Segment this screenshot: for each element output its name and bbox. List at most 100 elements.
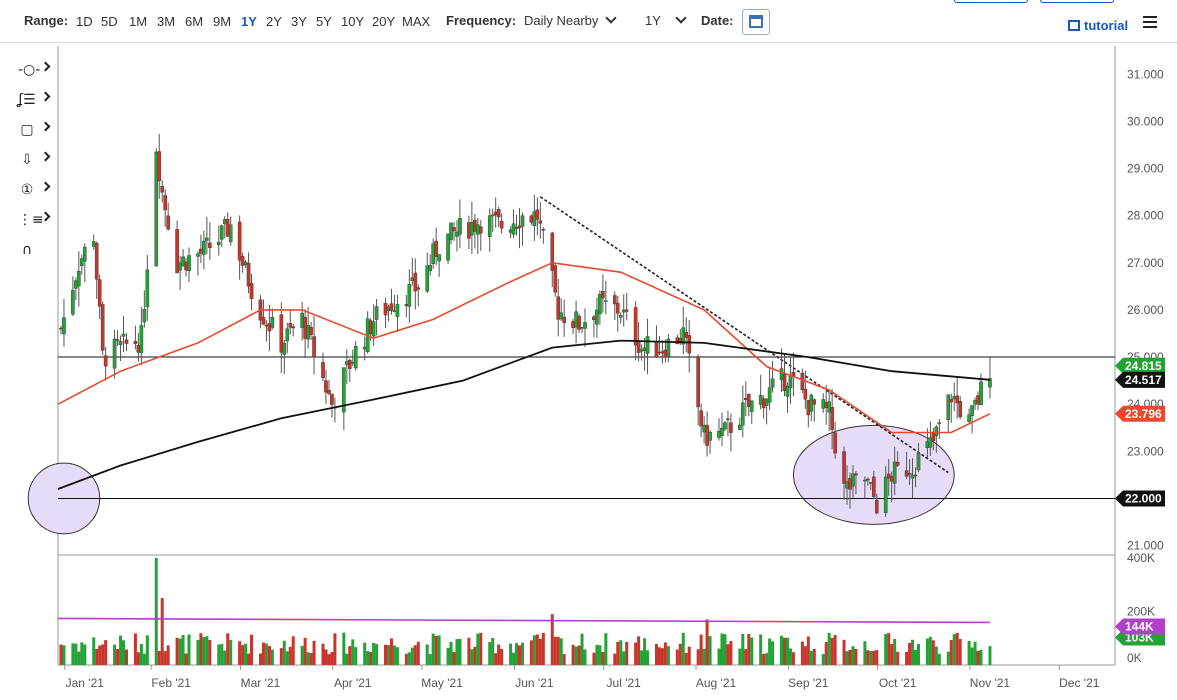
rectangle-tool[interactable]: ▢: [14, 120, 54, 142]
candle[interactable]: [687, 335, 692, 354]
candle[interactable]: [246, 262, 251, 287]
candle[interactable]: [124, 339, 129, 344]
candle[interactable]: [175, 229, 179, 274]
candle[interactable]: [592, 316, 596, 320]
candle[interactable]: [723, 422, 727, 430]
candle[interactable]: [327, 390, 331, 394]
candle[interactable]: [967, 414, 971, 422]
candle[interactable]: [115, 339, 120, 341]
candle[interactable]: [216, 241, 221, 246]
candle[interactable]: [82, 246, 87, 262]
candle[interactable]: [532, 211, 537, 227]
candle[interactable]: [386, 306, 391, 311]
range-button-5d[interactable]: 5D: [101, 14, 118, 29]
candle[interactable]: [490, 214, 495, 217]
candle[interactable]: [749, 400, 754, 412]
candle[interactable]: [511, 223, 516, 235]
range-button-1m[interactable]: 1M: [129, 14, 148, 29]
candle[interactable]: [538, 220, 543, 224]
crosshair-tool[interactable]: -○-: [14, 60, 54, 82]
candle[interactable]: [449, 222, 453, 240]
candle[interactable]: [782, 373, 787, 391]
range-button-3y[interactable]: 3Y: [291, 14, 307, 29]
candle[interactable]: [979, 381, 983, 406]
candle[interactable]: [160, 186, 165, 193]
candle[interactable]: [508, 229, 513, 233]
candle[interactable]: [541, 229, 546, 231]
candle[interactable]: [764, 398, 769, 406]
candle[interactable]: [300, 312, 304, 328]
candle[interactable]: [446, 233, 450, 261]
hamburger-menu-icon[interactable]: [1143, 16, 1157, 28]
candle[interactable]: [633, 307, 638, 346]
candle[interactable]: [770, 378, 775, 388]
candle[interactable]: [321, 362, 325, 378]
candle[interactable]: [708, 431, 712, 441]
candle[interactable]: [892, 461, 897, 484]
candle[interactable]: [663, 349, 668, 358]
candle[interactable]: [350, 362, 355, 364]
candle[interactable]: [392, 310, 397, 312]
candle[interactable]: [598, 294, 602, 315]
candle[interactable]: [851, 473, 855, 487]
candle[interactable]: [559, 312, 563, 320]
candle[interactable]: [163, 195, 167, 211]
candle[interactable]: [103, 355, 108, 367]
candle[interactable]: [741, 402, 745, 426]
candle[interactable]: [738, 424, 742, 430]
range-button-3m[interactable]: 3M: [157, 14, 176, 29]
candle[interactable]: [91, 241, 96, 247]
candle[interactable]: [618, 315, 623, 318]
magnet-tool[interactable]: ∩: [14, 240, 54, 262]
candle[interactable]: [303, 317, 307, 339]
candle[interactable]: [431, 243, 435, 264]
candle[interactable]: [157, 151, 162, 182]
candle[interactable]: [452, 227, 456, 232]
trendline[interactable]: [539, 196, 949, 474]
candle[interactable]: [330, 393, 334, 405]
candle[interactable]: [225, 218, 230, 237]
candle[interactable]: [470, 222, 474, 236]
candle[interactable]: [306, 325, 310, 340]
candle[interactable]: [642, 347, 647, 351]
date-picker-button[interactable]: [742, 9, 770, 35]
candle[interactable]: [702, 424, 706, 433]
candle[interactable]: [514, 226, 519, 229]
candle[interactable]: [74, 280, 78, 289]
candle[interactable]: [955, 395, 959, 404]
candle[interactable]: [848, 478, 852, 490]
candle[interactable]: [636, 341, 641, 353]
candle[interactable]: [833, 432, 837, 454]
candle[interactable]: [970, 405, 974, 416]
range-button-2y[interactable]: 2Y: [266, 14, 282, 29]
candle[interactable]: [368, 320, 373, 335]
candle[interactable]: [383, 303, 388, 316]
candle[interactable]: [925, 441, 930, 448]
candle[interactable]: [803, 389, 808, 400]
range-button-5y[interactable]: 5Y: [316, 14, 332, 29]
candle[interactable]: [493, 211, 498, 216]
candle[interactable]: [785, 385, 790, 397]
candle[interactable]: [291, 326, 296, 329]
candle[interactable]: [389, 303, 394, 311]
top-tab-1[interactable]: [954, 0, 1028, 3]
candle[interactable]: [455, 231, 459, 237]
candle[interactable]: [196, 253, 200, 257]
candle[interactable]: [788, 374, 793, 389]
candle[interactable]: [872, 476, 876, 497]
candle[interactable]: [208, 242, 212, 249]
candle[interactable]: [601, 291, 605, 299]
candle[interactable]: [410, 277, 415, 281]
candle[interactable]: [118, 341, 123, 345]
candle[interactable]: [821, 399, 826, 409]
candle[interactable]: [553, 265, 558, 293]
candle[interactable]: [550, 232, 555, 271]
candle[interactable]: [660, 351, 665, 354]
candle[interactable]: [80, 258, 84, 267]
candle[interactable]: [145, 269, 150, 308]
tutorial-link[interactable]: tutorial: [1084, 18, 1129, 33]
candle[interactable]: [988, 378, 992, 388]
candle[interactable]: [720, 427, 724, 436]
candle[interactable]: [434, 240, 438, 257]
candle[interactable]: [952, 396, 957, 400]
